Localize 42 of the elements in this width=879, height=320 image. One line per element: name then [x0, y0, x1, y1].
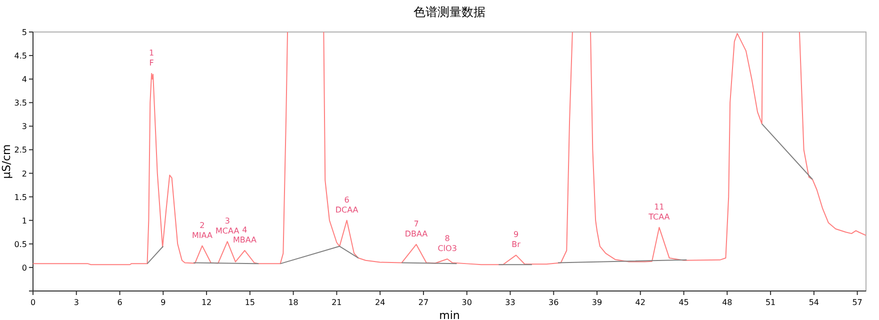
x-tick-label: 57 — [852, 298, 862, 307]
x-tick-label: 33 — [505, 298, 516, 307]
x-tick-label: 15 — [244, 298, 256, 307]
x-tick-label: 18 — [288, 298, 298, 307]
y-tick-label: 3.5 — [14, 98, 27, 108]
annotation: 11 TCAA — [648, 202, 670, 222]
x-tick-label: 39 — [592, 298, 602, 307]
x-tick-label: 42 — [635, 298, 646, 307]
x-tick-label: 21 — [332, 298, 342, 307]
x-tick-label: 3 — [74, 298, 79, 307]
annotation: 1 F — [149, 48, 154, 68]
chart-title: 色谱测量数据 — [414, 5, 486, 19]
x-tick-label: 0 — [30, 298, 36, 307]
x-tick-label: 9 — [160, 298, 166, 307]
x-tick-label: 51 — [765, 298, 776, 307]
x-tick-label: 48 — [722, 298, 732, 307]
annotation: 8 ClO3 — [438, 234, 457, 253]
x-tick-label: 27 — [418, 298, 429, 307]
y-tick-label: 0 — [22, 263, 27, 272]
y-tick-label: 3 — [22, 122, 27, 132]
x-tick-label: 36 — [548, 298, 559, 307]
y-tick-label: 4.5 — [14, 52, 27, 61]
y-tick-label: 1 — [22, 216, 27, 226]
y-axis-title: µS/cm — [0, 144, 13, 179]
annotation: 6 DCAA — [335, 195, 359, 214]
annotation: 9 Br — [512, 230, 522, 250]
x-tick-label: 12 — [201, 298, 212, 307]
y-tick-label: 2.5 — [14, 146, 27, 155]
annotation: 2 MIAA — [192, 220, 213, 240]
y-tick-label: 4 — [22, 75, 27, 84]
y-tick-label: 2 — [22, 169, 27, 178]
annotation: 3 MCAA — [216, 216, 240, 236]
x-axis-title: min — [439, 309, 460, 320]
x-tick-label: 30 — [462, 298, 472, 307]
x-tick-label: 6 — [117, 298, 122, 307]
y-tick-label: 5 — [22, 28, 27, 37]
y-tick-label: 1.5 — [14, 192, 27, 202]
annotation: 7 DBAA — [404, 219, 428, 238]
y-tick-label: 0.5 — [14, 240, 27, 249]
x-tick-label: 24 — [374, 298, 386, 307]
x-tick-label: 54 — [808, 298, 820, 307]
x-tick-label: 45 — [678, 298, 689, 307]
